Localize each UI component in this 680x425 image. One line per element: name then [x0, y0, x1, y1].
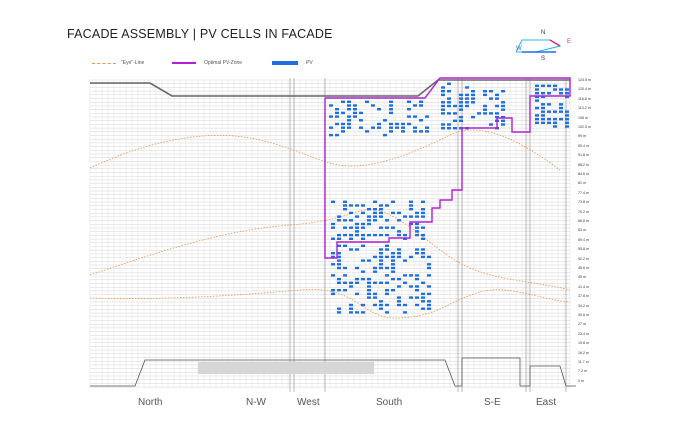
elevation-label: 41.4 m: [578, 284, 589, 289]
legend-eye-line-label: "Eye"-Line: [121, 60, 145, 66]
elevation-label: 124.5 m: [578, 78, 591, 82]
compass-n: N: [541, 30, 546, 36]
pv-zone-swatch: [172, 62, 196, 64]
elevation-label: 66.6 m: [578, 219, 589, 223]
elevation-label: 73.8 m: [578, 200, 589, 205]
zone-label-south: South: [376, 397, 403, 408]
elevation-label: 63 m: [578, 228, 586, 233]
eye-lines: [89, 129, 571, 319]
compass-e: E: [567, 39, 572, 45]
elevation-label: 55.8 m: [578, 247, 589, 252]
elevation-label: 48.6 m: [578, 266, 589, 270]
elevation-label: 95.4 m: [578, 143, 589, 148]
elevation-label: 70.2 m: [578, 209, 589, 214]
building-section: [90, 357, 576, 387]
zone-label-west: West: [297, 397, 320, 408]
compass-icon: [516, 39, 562, 53]
elevation-label: 30.6 m: [578, 313, 589, 317]
elevation-label: 108 m: [578, 115, 588, 120]
elevation-label: 84.6 m: [578, 172, 589, 176]
elevation-label: 102.5 m: [578, 125, 591, 129]
page-title: FACADE ASSEMBLY | PV CELLS IN FACADE: [67, 27, 333, 41]
elevation-label: 59.4 m: [578, 237, 589, 242]
pv-cells: [329, 82, 569, 314]
elevation-label: 34.2 m: [578, 303, 589, 308]
elevation-label: 45 m: [578, 275, 586, 280]
elevation-label: 16.2 m: [578, 350, 589, 355]
facade-grid: [89, 78, 571, 392]
zone-label-north: North: [138, 397, 163, 408]
pv-swatch: [272, 61, 298, 65]
zone-label-se: S-E: [484, 397, 501, 408]
elevation-label: 120.4 m: [578, 87, 591, 92]
elevation-label: 23.4 m: [578, 331, 589, 336]
elevation-label: 91.8 m: [578, 153, 589, 158]
compass-w: W: [516, 46, 522, 52]
roof-line: [90, 79, 570, 97]
elevation-label: 7.2 m: [578, 369, 587, 374]
elevation-label: 88.2 m: [578, 162, 589, 167]
compass-s: S: [541, 56, 546, 62]
elevation-label: 116.8 m: [578, 96, 591, 101]
zone-label-nw: N-W: [246, 397, 266, 408]
elevation-label: 52.2 m: [578, 256, 589, 261]
elevation-label: 27 m: [578, 322, 586, 327]
eye-line-lower: [89, 289, 571, 319]
optimal-pv-zone: [324, 77, 571, 259]
elevation-label: 19.8 m: [578, 341, 589, 346]
elevation-label: 37.8 m: [578, 294, 589, 299]
elevation-label: 11.7 m: [578, 360, 589, 364]
elevation-label: 81 m: [578, 181, 586, 186]
elevation-label: 0 m: [578, 378, 584, 383]
elevation-label: 113.2 m: [578, 106, 591, 111]
eye-line-swatch: [92, 63, 116, 64]
legend-pv-label: PV: [306, 60, 313, 66]
elevation-label: 99 m: [578, 134, 586, 139]
pv-zone-upper: [324, 77, 571, 259]
zone-label-east: East: [536, 397, 557, 408]
legend-pv-zone-label: Optimal PV-Zone: [204, 60, 243, 66]
eye-line-middle: [89, 209, 571, 291]
elevation-label: 77.4 m: [578, 190, 589, 195]
